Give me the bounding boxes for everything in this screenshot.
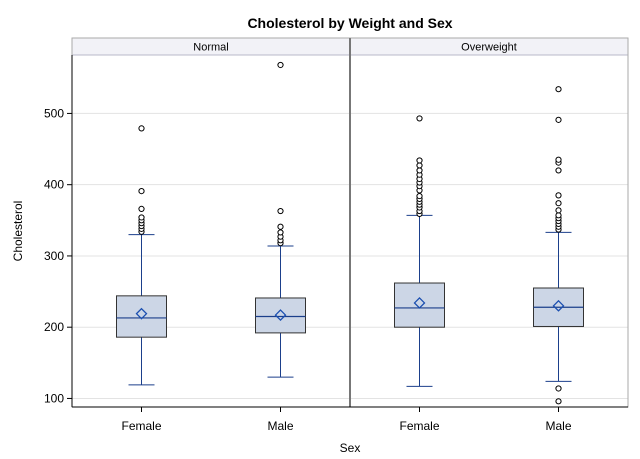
y-tick-label: 200: [44, 320, 64, 334]
outlier-point: [555, 207, 562, 214]
x-axis-label: Sex: [340, 441, 361, 455]
chart-title: Cholesterol by Weight and Sex: [247, 15, 452, 31]
box: [394, 282, 445, 328]
outlier-point: [277, 229, 284, 236]
outlier-point: [555, 86, 562, 93]
x-tick-label: Male: [267, 419, 293, 433]
mean-marker: [274, 309, 287, 322]
outlier-point: [555, 116, 562, 123]
outlier-point: [555, 200, 562, 207]
mean-marker: [552, 299, 565, 312]
outlier-point: [416, 157, 423, 164]
outlier-point: [138, 214, 145, 221]
panels: Normal Overweight: [71, 37, 629, 56]
outlier-point: [138, 125, 145, 132]
y-tick-label: 100: [44, 391, 64, 405]
outlier-point: [138, 187, 145, 195]
y-tick-label: 300: [44, 249, 64, 263]
outlier-point: [416, 115, 423, 122]
x-tick-label: Male: [545, 419, 571, 433]
outlier-point: [555, 167, 562, 174]
panel-header-label: Overweight: [461, 42, 517, 54]
y-tick-label: 400: [44, 178, 64, 192]
outlier-point: [277, 61, 284, 69]
outlier-point: [555, 212, 562, 219]
outlier-point: [555, 385, 562, 392]
plot-marks: [116, 61, 584, 405]
y-tick-label: 500: [44, 106, 64, 120]
outlier-point: [416, 192, 423, 200]
outlier-point: [416, 162, 423, 169]
outlier-point: [555, 192, 562, 199]
outlier-point: [555, 398, 562, 405]
x-tick-label: Female: [121, 419, 161, 433]
mean-marker: [413, 297, 426, 309]
outlier-point: [555, 156, 562, 163]
outlier-point: [277, 207, 284, 215]
x-tick-label: Female: [399, 419, 439, 433]
mean-marker: [135, 307, 148, 320]
outlier-point: [277, 223, 284, 230]
box: [255, 297, 306, 334]
axes: 100 200 300 400 500 Female Male Female Male: [44, 37, 629, 433]
outlier-point: [416, 167, 423, 174]
y-axis-label: Cholesterol: [11, 201, 25, 262]
panel-header-label: Normal: [193, 42, 228, 54]
outlier-point: [138, 205, 145, 213]
box: [116, 295, 167, 338]
